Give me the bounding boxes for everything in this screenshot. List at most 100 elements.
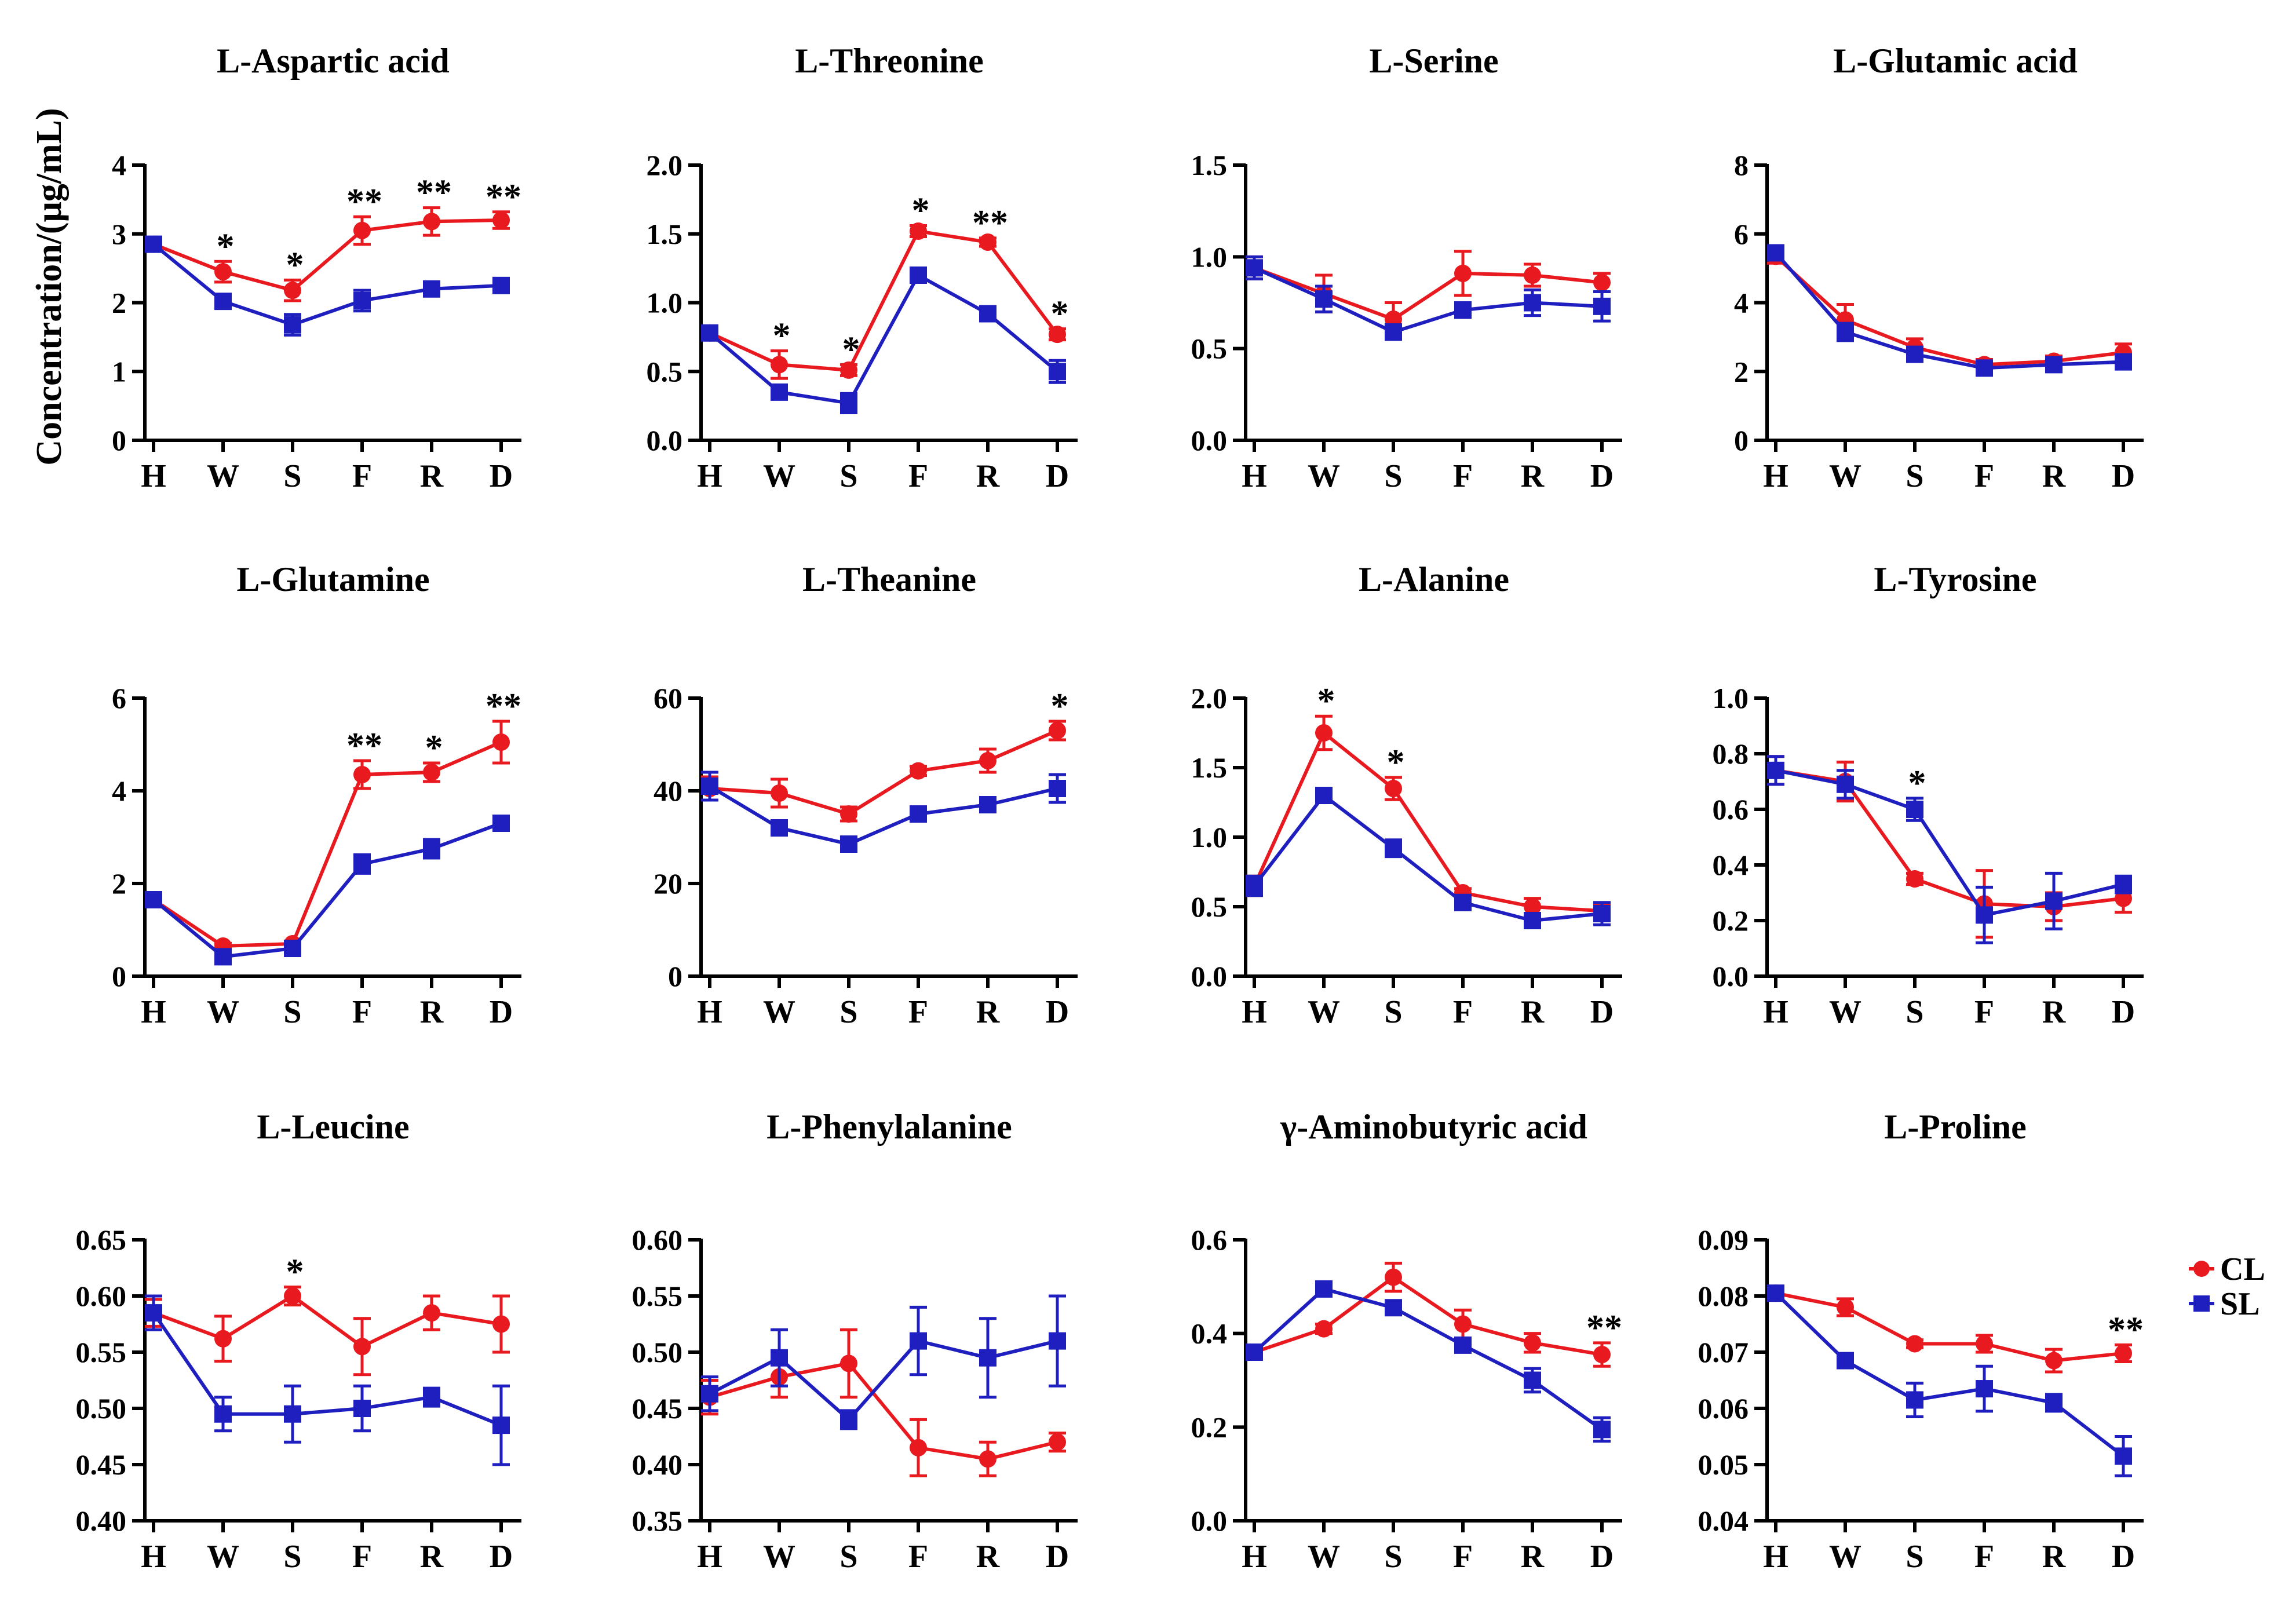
chart-panel-4: L-Glutamic acid 0 2 4 6 8 H W S F R D (1734, 42, 2144, 494)
data-point (145, 235, 162, 253)
y-tick-label: 2 (112, 867, 126, 900)
significance-label: ** (972, 203, 1008, 243)
x-tick-label: W (207, 1539, 239, 1575)
y-tick-label: 0.55 (76, 1336, 127, 1368)
significance-label: * (912, 191, 930, 231)
y-tick-label: 6 (112, 682, 126, 714)
data-point (1976, 359, 1993, 377)
significance-label: * (1051, 687, 1069, 726)
y-tick-label: 0.55 (632, 1280, 683, 1312)
x-tick-label: F (1453, 1539, 1473, 1575)
x-tick-label: R (1521, 458, 1545, 494)
x-tick-label: S (283, 1539, 301, 1575)
x-tick-label: W (1308, 458, 1340, 494)
x-tick-label: W (1829, 1539, 1861, 1575)
x-tick-label: R (420, 994, 444, 1030)
data-point (2115, 1344, 2132, 1362)
x-tick-label: H (697, 458, 722, 494)
x-tick-label: H (1242, 458, 1267, 494)
data-point (840, 1355, 857, 1372)
x-tick-label: H (1242, 994, 1267, 1030)
x-tick-label: D (1590, 1539, 1614, 1575)
significance-label: * (286, 1252, 304, 1291)
data-point (979, 233, 996, 251)
x-tick-label: D (1046, 994, 1069, 1030)
y-tick-label: 40 (654, 775, 682, 807)
series-line (1253, 730, 1603, 913)
y-tick-label: 0.0 (1713, 960, 1749, 992)
y-tick-label: 0 (112, 424, 126, 457)
data-point (2045, 1352, 2063, 1370)
y-tick-label: 3 (112, 218, 126, 250)
x-tick-label: F (352, 458, 372, 494)
significance-label: ** (416, 173, 452, 213)
significance-label: * (1317, 681, 1335, 721)
y-tick-label: 0.06 (1698, 1392, 1749, 1425)
series-cl (145, 1285, 510, 1377)
legend-marker (2193, 1295, 2210, 1312)
series-sl (1246, 787, 1611, 929)
data-point (840, 835, 857, 853)
data-point (284, 316, 301, 334)
series-cl (1246, 1261, 1611, 1368)
data-point (910, 222, 927, 240)
data-point (701, 324, 718, 342)
x-tick-label: R (2042, 458, 2066, 494)
x-tick-label: H (1763, 458, 1788, 494)
series-line (1775, 768, 2124, 909)
data-point (1454, 301, 1472, 319)
series-line (709, 729, 1058, 816)
series-sl (1767, 1284, 2132, 1477)
data-point (284, 1405, 301, 1423)
data-point (1524, 266, 1541, 284)
x-tick-label: W (763, 994, 795, 1030)
series-cl (1246, 714, 1611, 920)
data-point (1976, 1380, 1993, 1398)
series-cl (701, 1328, 1066, 1477)
significance-label: * (1387, 743, 1405, 782)
data-point (2115, 1447, 2132, 1465)
series-line (1774, 255, 2124, 367)
data-point (1524, 1371, 1541, 1389)
y-tick-label: 0.0 (1191, 1505, 1228, 1537)
data-point (771, 1349, 788, 1367)
series-line (1253, 793, 1603, 923)
data-point (1837, 775, 1854, 793)
series-sl (145, 815, 510, 966)
chart-title: L-Alanine (1359, 560, 1509, 598)
series-cl (701, 720, 1066, 823)
data-point (840, 1411, 857, 1429)
data-point (492, 211, 510, 229)
data-point (979, 752, 996, 769)
x-tick-label: H (1242, 1539, 1267, 1575)
data-point (1049, 1332, 1066, 1350)
series-line (1253, 1287, 1603, 1431)
x-tick-label: W (1308, 1539, 1340, 1575)
data-point (979, 796, 996, 813)
series-line (709, 272, 1058, 406)
x-tick-label: H (141, 1539, 166, 1575)
significance-label: * (1051, 294, 1069, 334)
series-line (152, 822, 502, 959)
y-tick-label: 0.6 (1713, 793, 1749, 826)
x-tick-label: F (1974, 1539, 1994, 1575)
y-tick-label: 0.5 (1191, 890, 1228, 923)
y-tick-label: 1.5 (1191, 751, 1228, 784)
y-tick-label: 4 (112, 149, 126, 181)
x-tick-label: D (1590, 994, 1614, 1030)
x-tick-label: W (207, 458, 239, 494)
x-tick-label: R (420, 1539, 444, 1575)
data-point (701, 777, 718, 795)
x-tick-label: S (1906, 458, 1923, 494)
significance-label: ** (346, 726, 382, 765)
x-tick-label: R (976, 458, 1000, 494)
data-point (1593, 1346, 1611, 1364)
x-tick-label: D (2112, 458, 2135, 494)
significance-label: * (217, 227, 235, 266)
x-tick-label: S (839, 458, 857, 494)
data-point (840, 361, 857, 379)
data-point (1976, 906, 1993, 924)
legend-marker (2193, 1261, 2210, 1277)
